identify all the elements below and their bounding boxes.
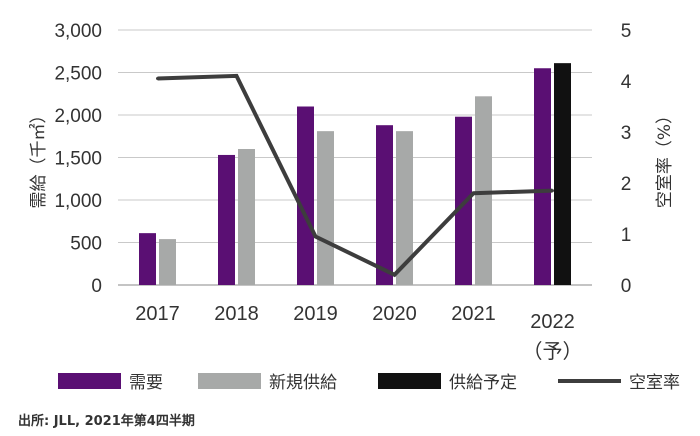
line-series-空室率 [157,73,553,278]
bar-新規供給 [238,149,255,285]
y-right-tick-label: 1 [621,225,632,246]
line-point-空室率 [551,189,554,193]
x-tick-label: 2021 [451,303,496,325]
bar-新規供給 [317,131,334,285]
bar-新規供給 [159,239,176,285]
legend-swatch-新規供給 [198,373,261,389]
line-point-空室率 [393,273,396,277]
y-left-axis-title: 需給（千㎡） [29,107,49,209]
bar-需要 [297,106,314,285]
legend-label-供給予定: 供給予定 [449,373,517,393]
y-right-tick-label: 2 [621,174,632,195]
x-tick-label: 2017 [135,303,180,325]
y-right-tick-label: 5 [621,21,632,42]
bar-需要 [376,125,393,285]
x-tick-label: 2020 [372,303,417,325]
y-right-tick-label: 4 [621,72,632,93]
x-tick-label: 2018 [214,303,259,325]
bar-新規供給 [475,96,492,285]
bar-需要 [534,68,551,285]
legend-label-空室率: 空室率 [629,373,680,393]
line-point-空室率 [314,235,317,239]
bar-供給予定 [554,63,571,286]
y-left-tick-label: 1,000 [54,191,102,212]
y-right-tick-label: 0 [621,276,632,297]
y-left-tick-label: 2,000 [54,106,102,127]
y-right-axis-title: 空室率（%） [655,107,675,208]
y-left-tick-label: 500 [70,234,102,255]
y-left-tick-label: 2,500 [54,64,102,85]
y-left-tick-label: 0 [91,276,102,297]
legend-swatch-供給予定 [378,373,441,389]
bar-需要 [139,233,156,285]
line-point-空室率 [156,76,159,80]
x-tick-label: 2022 [530,311,575,333]
source-note: 出所: JLL, 2021年第4四半期 [18,413,195,429]
y-left-tick-label: 3,000 [54,21,102,42]
line-point-空室率 [235,74,238,78]
legend-label-新規供給: 新規供給 [269,373,337,393]
x-tick-label: 2019 [293,303,338,325]
x-tick-sub-label: （予） [523,340,583,363]
bar-需要 [218,154,235,285]
legend-label-需要: 需要 [129,373,163,393]
y-right-tick-label: 3 [621,123,632,144]
legend-swatch-需要 [58,373,121,389]
bar-新規供給 [396,131,413,285]
line-point-空室率 [472,191,475,195]
y-left-tick-label: 1,500 [54,149,102,170]
